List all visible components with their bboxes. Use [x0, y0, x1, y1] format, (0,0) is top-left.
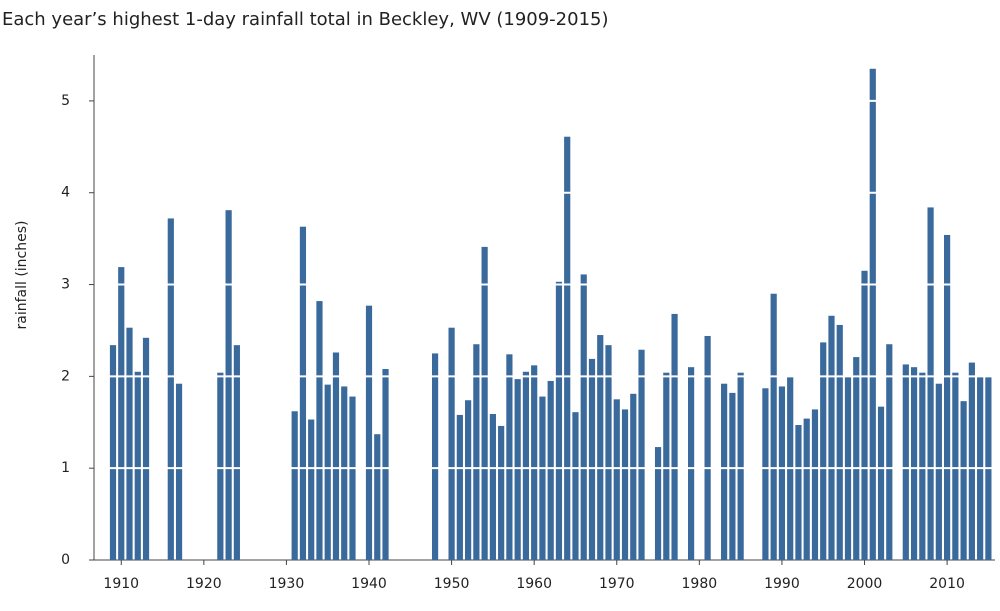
- bar: [803, 418, 810, 560]
- x-tick-label: 2010: [929, 576, 965, 592]
- y-tick-label: 0: [61, 552, 70, 568]
- x-tick-label: 1920: [186, 576, 222, 592]
- bar: [910, 367, 918, 560]
- x-tick-label: 1980: [682, 576, 718, 592]
- bar: [861, 270, 868, 560]
- bar: [828, 315, 835, 560]
- bar: [952, 372, 959, 560]
- bar: [572, 412, 579, 560]
- bar: [944, 234, 951, 561]
- bar: [630, 393, 637, 560]
- bar: [539, 396, 546, 560]
- bar: [175, 383, 183, 560]
- bar: [877, 406, 885, 560]
- bar: [621, 409, 629, 560]
- bar: [729, 392, 736, 560]
- y-tick-label: 4: [61, 185, 70, 201]
- bar: [638, 349, 645, 560]
- bar: [109, 345, 117, 560]
- bar: [349, 396, 356, 560]
- bar: [233, 345, 240, 560]
- bar: [663, 372, 670, 560]
- bar: [448, 327, 455, 560]
- bar: [811, 409, 819, 560]
- bar: [324, 384, 331, 560]
- x-tick-label: 1910: [103, 576, 139, 592]
- bar: [382, 369, 389, 560]
- y-tick-label: 1: [61, 460, 70, 476]
- chart-title: Each year’s highest 1-day rainfall total…: [2, 9, 609, 30]
- x-tick-label: 1970: [599, 576, 635, 592]
- bar: [365, 305, 373, 560]
- bar: [704, 335, 711, 560]
- bar: [481, 246, 488, 560]
- x-tick-label: 1930: [269, 576, 305, 592]
- y-axis-label: rainfall (inches): [14, 221, 30, 330]
- bar: [142, 337, 150, 560]
- bar: [498, 425, 505, 560]
- bar: [597, 335, 604, 560]
- x-tick-label: 1990: [764, 576, 800, 592]
- bar: [374, 434, 381, 560]
- bar: [927, 207, 934, 560]
- bar: [737, 372, 744, 560]
- bar: [778, 386, 786, 560]
- bar: [299, 226, 307, 560]
- bar: [919, 372, 926, 560]
- bar: [217, 372, 224, 560]
- bar: [968, 362, 975, 560]
- bar: [654, 447, 662, 560]
- y-tick-label: 2: [61, 368, 70, 384]
- bar: [564, 136, 571, 560]
- bar: [514, 379, 521, 560]
- bar: [588, 358, 596, 560]
- bar: [671, 313, 678, 560]
- bar: [473, 344, 480, 560]
- bar: [316, 301, 323, 560]
- x-tick-label: 1960: [516, 576, 552, 592]
- bar: [225, 210, 232, 560]
- bar: [869, 68, 876, 560]
- bar: [687, 367, 695, 560]
- bar: [506, 354, 513, 560]
- bar: [605, 345, 612, 560]
- bar: [770, 293, 777, 560]
- bar: [431, 353, 439, 560]
- bar: [853, 357, 860, 560]
- bar: [836, 324, 843, 560]
- bar: [580, 274, 587, 560]
- bar: [547, 380, 554, 560]
- bar: [341, 386, 348, 560]
- bar: [613, 399, 620, 560]
- bar: [332, 352, 340, 560]
- bar: [465, 400, 472, 560]
- bar: [167, 218, 174, 560]
- bar: [118, 267, 125, 560]
- bar: [902, 364, 909, 560]
- x-tick-label: 1940: [351, 576, 387, 592]
- bar: [456, 414, 463, 560]
- y-tick-label: 3: [61, 277, 70, 293]
- y-tick-label: 5: [61, 93, 70, 109]
- bar: [795, 425, 802, 560]
- bar: [820, 342, 827, 560]
- x-tick-label: 1950: [434, 576, 470, 592]
- bar: [489, 414, 496, 560]
- bar: [522, 371, 530, 560]
- bar: [721, 383, 728, 560]
- bar: [134, 371, 141, 560]
- x-tick-label: 2000: [847, 576, 883, 592]
- bar: [308, 419, 315, 560]
- bar: [960, 401, 967, 560]
- bar: [531, 365, 538, 560]
- bar: [886, 344, 893, 560]
- bar: [935, 383, 942, 560]
- bar: [126, 327, 133, 560]
- bar: [291, 411, 298, 560]
- bar: [555, 281, 563, 560]
- bar: [762, 388, 769, 560]
